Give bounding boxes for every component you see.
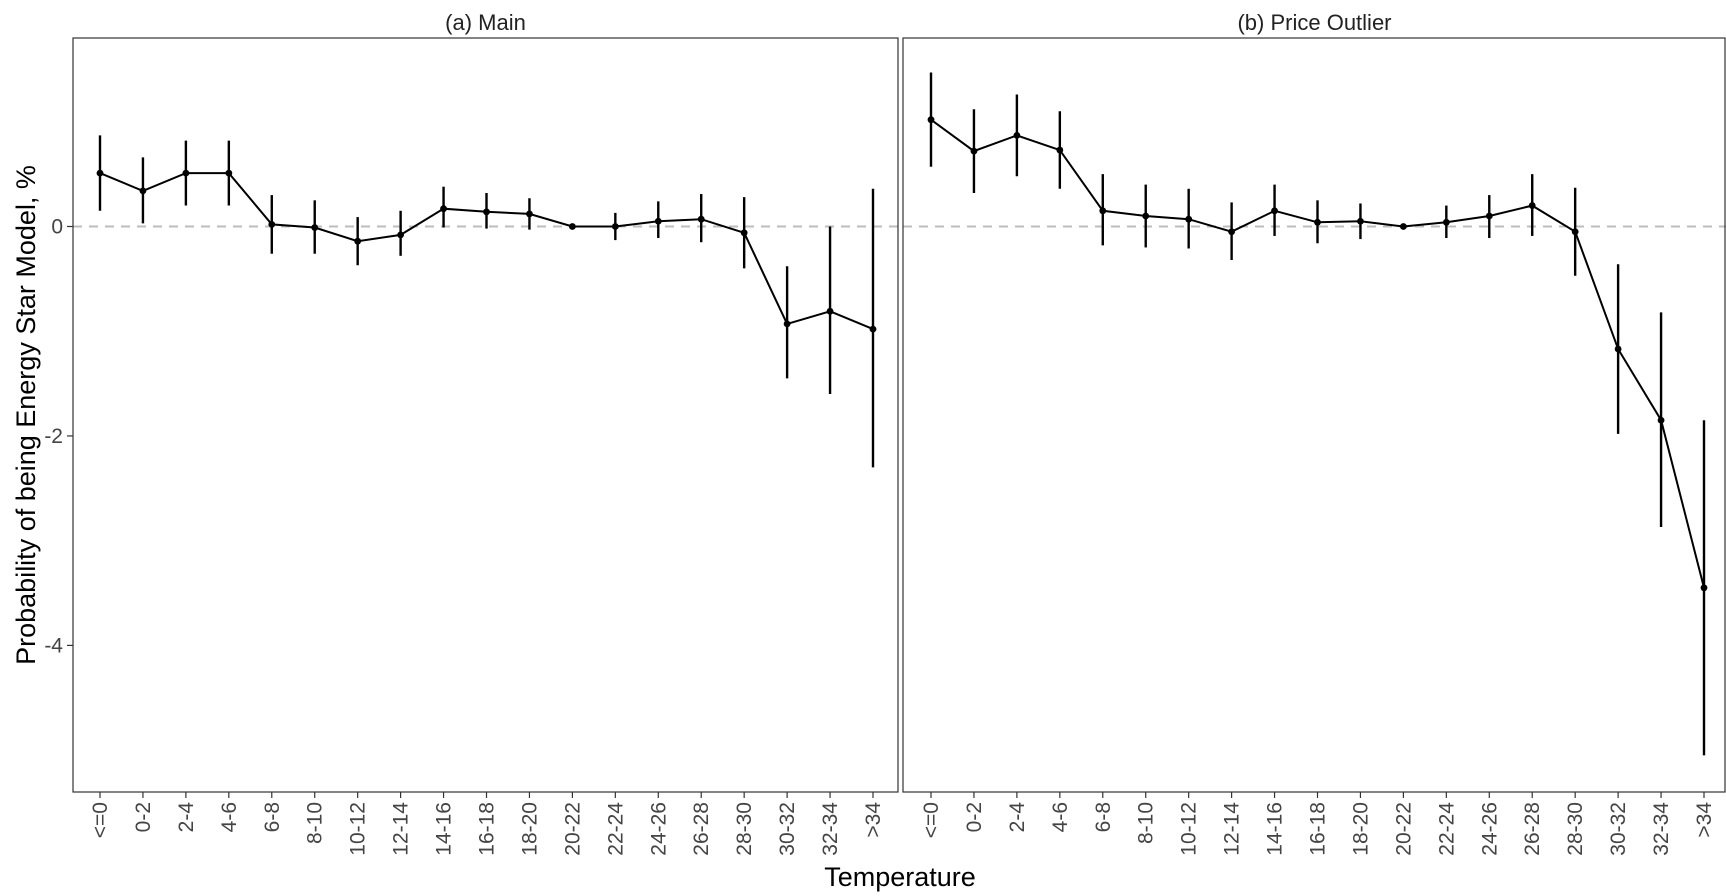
data-point — [354, 237, 362, 245]
x-tick-label: 16-18 — [1307, 802, 1330, 856]
x-tick-label: 0-2 — [963, 802, 986, 832]
data-point — [1700, 584, 1708, 592]
x-tick-label: 24-26 — [647, 802, 670, 856]
y-axis-title: Probability of being Energy Star Model, … — [11, 165, 41, 665]
data-point — [1399, 223, 1407, 230]
y-tick-label: 0 — [51, 216, 63, 239]
x-tick-label: 10-12 — [347, 802, 370, 856]
data-point — [397, 231, 405, 239]
x-tick-label: 8-10 — [304, 802, 327, 844]
data-point — [225, 169, 233, 177]
data-point — [927, 116, 935, 124]
x-tick-label: 2-4 — [175, 802, 198, 833]
x-tick-label: 8-10 — [1135, 802, 1158, 844]
data-point — [182, 169, 190, 177]
x-tick-label: 32-34 — [819, 802, 842, 856]
data-point — [268, 221, 276, 228]
data-point — [1271, 207, 1278, 215]
x-tick-label: 16-18 — [476, 802, 499, 856]
data-point — [96, 169, 104, 177]
data-point — [483, 208, 490, 216]
x-tick-label: <=0 — [920, 802, 943, 838]
panel-border — [72, 37, 899, 793]
data-point — [869, 325, 877, 333]
data-point — [1614, 345, 1622, 353]
panel-title: (a) Main — [445, 10, 526, 35]
data-point — [1013, 131, 1021, 139]
data-point — [1314, 218, 1321, 226]
data-point — [1099, 207, 1107, 215]
x-tick-label: 20-22 — [1392, 802, 1415, 856]
x-tick-label: 30-32 — [776, 802, 799, 856]
panel-border — [902, 37, 1726, 793]
data-point — [654, 217, 662, 225]
data-point — [1142, 212, 1150, 220]
x-tick-label: 6-8 — [1092, 802, 1115, 832]
x-tick-label: 18-20 — [518, 802, 541, 856]
data-point — [970, 147, 978, 155]
x-tick-label: 22-24 — [1435, 802, 1458, 856]
x-tick-label: 4-6 — [1049, 802, 1072, 832]
x-tick-label: 4-6 — [218, 802, 241, 832]
x-tick-label: 14-16 — [433, 802, 456, 856]
panel-b: (b) Price Outlier <=0 0-2 2-4 4-6 6-8 8-10 10-1… — [902, 10, 1726, 856]
x-tick-label: 12-14 — [1221, 802, 1244, 856]
x-tick-label: 22-24 — [604, 802, 627, 856]
data-point — [740, 229, 748, 237]
x-tick-label: 30-32 — [1607, 802, 1630, 856]
series-line — [930, 118, 1705, 589]
data-point — [826, 307, 834, 315]
x-tick-label: 26-28 — [690, 802, 713, 856]
data-point — [526, 210, 533, 218]
x-tick-label: 2-4 — [1006, 802, 1029, 833]
x-tick-label: 28-30 — [733, 802, 756, 856]
data-point — [611, 223, 619, 230]
x-tick-label: 10-12 — [1178, 802, 1201, 856]
data-point — [139, 187, 147, 195]
x-tick-label: 24-26 — [1478, 802, 1501, 856]
data-point — [440, 205, 447, 213]
x-tick-label: 20-22 — [561, 802, 584, 856]
data-point — [783, 320, 791, 328]
x-tick-label: <=0 — [89, 802, 112, 838]
x-tick-label: >34 — [862, 802, 885, 838]
x-tick-label: 28-30 — [1564, 802, 1587, 856]
x-tick-label: 12-14 — [390, 802, 413, 856]
x-tick-label: >34 — [1693, 802, 1716, 838]
data-point — [1185, 215, 1193, 223]
x-tick-label: 14-16 — [1264, 802, 1287, 856]
data-point — [1485, 212, 1493, 220]
data-point — [1528, 202, 1536, 209]
x-tick-label: 6-8 — [261, 802, 284, 832]
x-tick-label: 0-2 — [132, 802, 155, 832]
x-tick-label: 18-20 — [1349, 802, 1372, 856]
data-point — [311, 224, 319, 231]
x-axis-title: Temperature — [824, 862, 976, 892]
data-point — [1657, 416, 1665, 424]
data-point — [1571, 228, 1579, 236]
x-tick-label: 32-34 — [1650, 802, 1673, 856]
x-tick-label: 26-28 — [1521, 802, 1544, 856]
data-point — [1056, 146, 1064, 154]
y-tick-label: -4 — [44, 634, 63, 657]
data-point — [1228, 228, 1236, 236]
data-point — [1442, 218, 1450, 226]
data-point — [1357, 217, 1364, 225]
data-point — [568, 223, 576, 230]
data-point — [697, 215, 705, 223]
panel-title: (b) Price Outlier — [1237, 10, 1391, 35]
y-tick-label: -2 — [44, 425, 63, 448]
